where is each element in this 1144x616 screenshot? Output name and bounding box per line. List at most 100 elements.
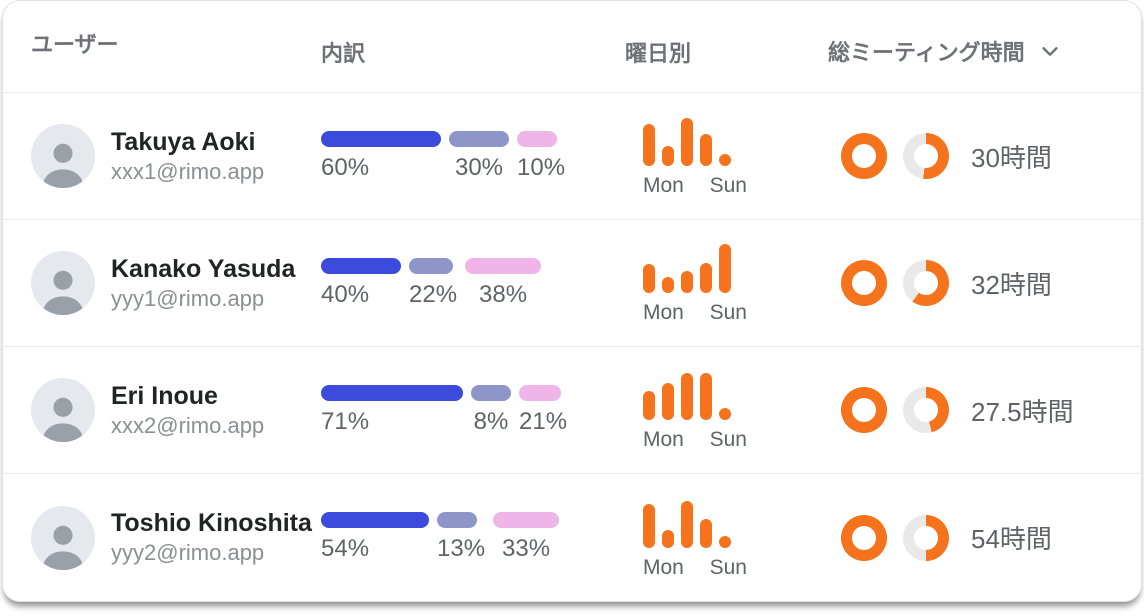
breakdown-segment-1: 54% [321,512,429,563]
breakdown-segment-2: 13% [437,512,485,563]
total-hours: 27.5時間 [971,396,1074,427]
breakdown-pct-1: 54% [321,535,370,562]
weekday-bar [719,408,731,420]
user-cell: Kanako Yasuda yyy1@rimo.app [31,251,321,315]
user-cell: Toshio Kinoshita yyy2@rimo.app [31,505,321,570]
weekday-axis-first: Mon [643,301,684,324]
donut-chart-left [841,133,887,179]
table-body: Takuya Aoki xxx1@rimo.app 60% 30% 10% [3,93,1141,601]
table-row[interactable]: Kanako Yasuda yyy1@rimo.app 40% 22% 38% [3,220,1141,347]
breakdown-bar-blue [321,130,441,147]
weekday-bar [719,535,731,548]
weekday-bar [643,124,655,166]
avatar [31,251,95,315]
chevron-down-icon [1042,46,1058,56]
avatar [31,378,95,442]
breakdown-bar-blue [321,512,429,528]
donut-chart-left [841,514,887,561]
breakdown-bars: 60% 30% 10% [321,130,589,182]
column-header-total-sort[interactable]: 総ミーティング時間 [781,27,1113,67]
total-hours: 30時間 [971,142,1052,173]
donut-chart-left [841,387,887,433]
weekday-axis-first: Mon [643,555,684,579]
breakdown-segment-1: 71% [321,384,463,436]
weekday-bar [681,500,693,548]
person-icon [42,397,84,442]
breakdown-bar-purple [471,384,511,401]
column-header-breakdown: 内訳 [321,40,366,66]
weekday-axis-first: Mon [643,428,684,451]
person-icon [42,270,84,315]
breakdown-cell: 54% 13% 33% [321,512,589,563]
breakdown-bar-purple [409,257,453,274]
weekday-axis: Mon Sun [643,556,747,580]
weekday-bar [700,518,712,548]
weekday-axis: Mon Sun [643,428,747,452]
breakdown-pct-2: 30% [454,153,504,181]
total-hours: 32時間 [971,269,1052,300]
weekday-cell: Mon Sun [589,241,781,325]
user-email: yyy1@rimo.app [111,285,265,311]
breakdown-pct-1: 71% [321,407,370,435]
weekday-cell: Mon Sun [589,496,781,580]
person-icon [42,525,84,570]
user-name: Takuya Aoki [111,127,256,156]
weekday-axis: Mon Sun [643,174,747,198]
weekday-axis-last: Sun [709,555,747,579]
weekday-cell: Mon Sun [589,368,781,452]
user-email: xxx2@rimo.app [111,412,265,438]
breakdown-bar-pink [517,130,557,147]
breakdown-pct-3: 10% [517,153,566,181]
weekday-bar [700,263,712,293]
breakdown-pct-1: 60% [321,153,370,181]
breakdown-pct-2: 13% [437,535,486,562]
column-header-total-label: 総ミーティング時間 [828,39,1025,65]
donut-chart-right [903,260,949,306]
avatar [31,505,95,570]
weekday-bar [643,503,655,548]
weekday-bar-chart [643,368,781,420]
breakdown-bar-blue [321,384,463,401]
weekday-bar [662,146,674,166]
weekday-bar [681,373,693,420]
weekday-bar [662,529,674,548]
user-email: yyy2@rimo.app [111,540,265,566]
breakdown-pct-3: 33% [502,535,551,562]
donut-chart-right [903,387,949,433]
breakdown-bar-blue [321,257,401,274]
table-row[interactable]: Takuya Aoki xxx1@rimo.app 60% 30% 10% [3,93,1141,220]
breakdown-bar-pink [519,384,561,401]
weekday-cell: Mon Sun [589,114,781,198]
table-row[interactable]: Toshio Kinoshita yyy2@rimo.app 54% 13% 3… [3,474,1141,601]
breakdown-bar-purple [449,130,509,147]
breakdown-segment-1: 60% [321,130,441,182]
breakdown-pct-1: 40% [321,280,370,308]
breakdown-segment-2: 22% [409,257,457,309]
breakdown-bars: 71% 8% 21% [321,384,589,436]
weekday-bar [643,264,655,293]
weekday-bar [643,391,655,420]
breakdown-cell: 40% 22% 38% [321,257,589,309]
table-header: ユーザー 内訳 曜日別 総ミーティング時間 [3,1,1141,93]
weekday-axis-first: Mon [643,174,684,197]
donut-chart-right [903,514,949,561]
breakdown-bars: 40% 22% 38% [321,257,589,309]
weekday-axis: Mon Sun [643,301,747,325]
breakdown-segment-2: 8% [471,384,511,436]
breakdown-segment-3: 10% [517,130,566,182]
breakdown-bar-purple [437,512,477,528]
breakdown-pct-3: 38% [479,280,528,308]
weekday-bar [662,277,674,293]
total-cell: 30時間 [781,133,1113,179]
table-row[interactable]: Eri Inoue xxx2@rimo.app 71% 8% 21% [3,347,1141,474]
breakdown-pct-3: 21% [519,407,568,435]
column-header-weekday: 曜日別 [625,40,692,66]
breakdown-cell: 71% 8% 21% [321,384,589,436]
breakdown-segment-1: 40% [321,257,401,309]
user-info: Takuya Aoki xxx1@rimo.app [111,127,264,186]
weekday-bar [681,118,693,166]
user-name: Kanako Yasuda [111,254,296,283]
weekday-axis-last: Sun [709,301,747,324]
avatar [31,124,95,188]
weekday-bar [719,244,731,293]
